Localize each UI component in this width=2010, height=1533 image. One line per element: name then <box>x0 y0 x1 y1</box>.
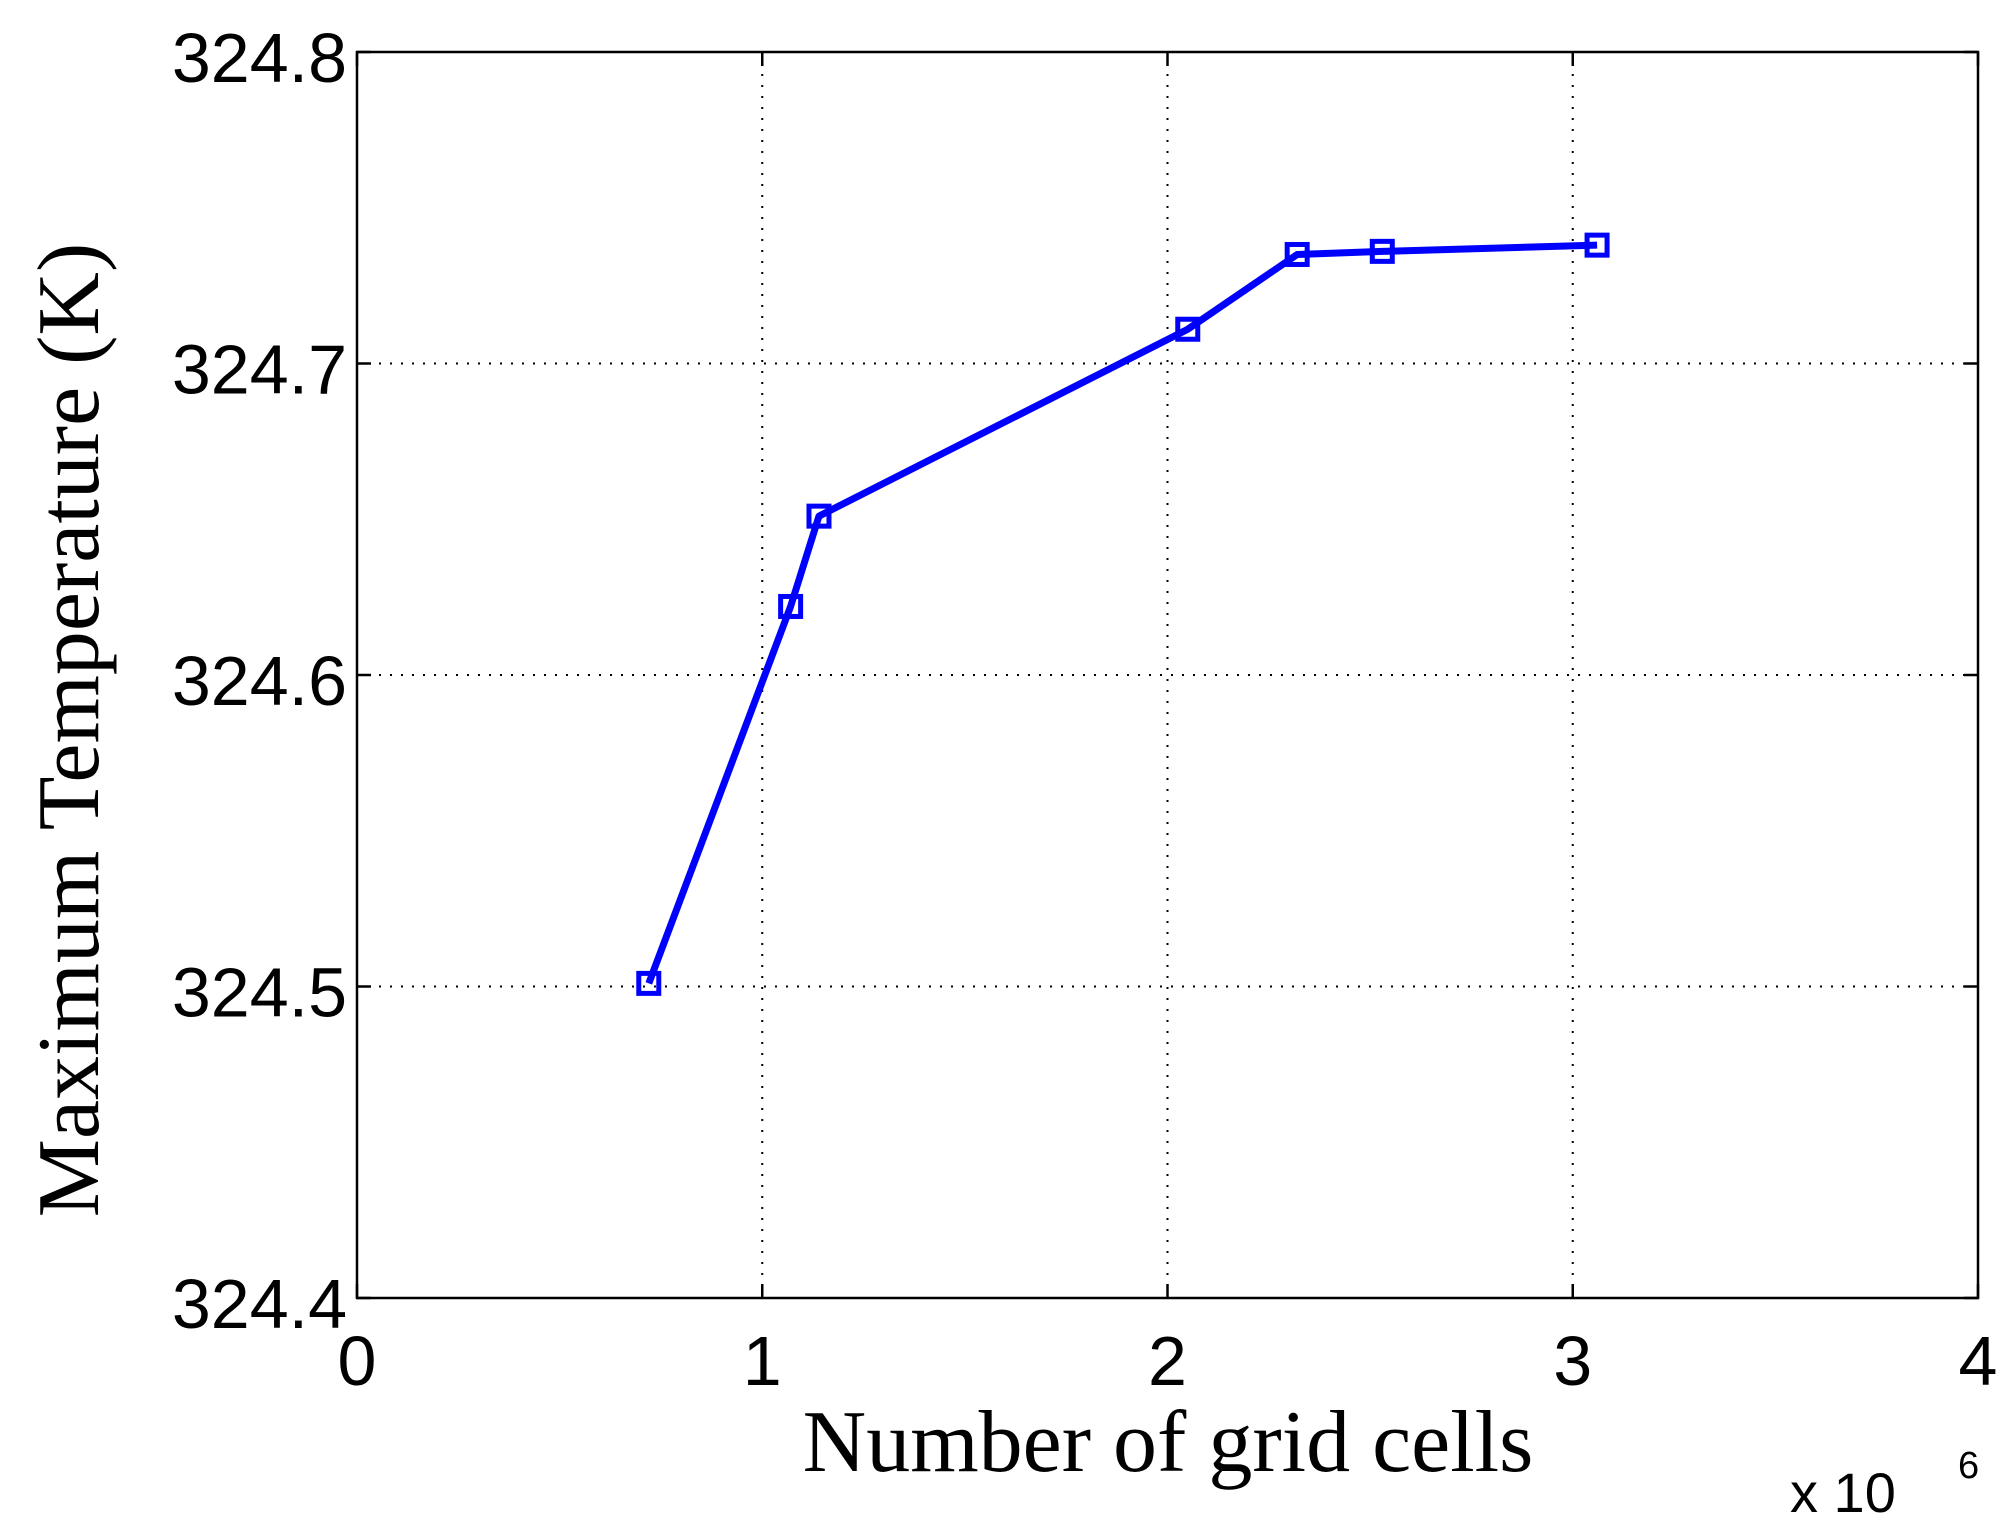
y-tick-label: 324.7 <box>172 331 347 409</box>
data-point-marker <box>806 503 832 529</box>
x-tick-label: 1 <box>743 1322 782 1400</box>
y-tick-label: 324.8 <box>172 19 347 97</box>
y-tick-label: 324.4 <box>172 1265 347 1343</box>
x-tick-label: 2 <box>1148 1322 1187 1400</box>
x-axis-label: Number of grid cells <box>803 1394 1534 1491</box>
data-point-marker <box>1584 232 1610 258</box>
tick-marks <box>355 50 1980 1300</box>
series-line <box>645 241 1598 985</box>
x-axis-multiplier: x 10 <box>1790 1461 1896 1524</box>
x-axis-multiplier-base: x 10 <box>1790 1461 1896 1524</box>
data-point-marker <box>778 593 804 619</box>
y-tick-label: 324.6 <box>172 642 347 720</box>
x-tick-label: 4 <box>1959 1322 1998 1400</box>
series-layer <box>636 232 1610 996</box>
y-axis-label: Maximum Temperature (K) <box>21 243 118 1218</box>
data-point-marker <box>1175 316 1201 342</box>
tick-labels: 0 1 2 3 4 324.4 324.5 324.6 324.7 324.8 <box>172 19 1998 1400</box>
x-axis-multiplier-exponent: 6 <box>1958 1445 1979 1487</box>
y-tick-label: 324.5 <box>172 954 347 1032</box>
data-point-marker <box>636 970 662 996</box>
x-tick-label: 0 <box>338 1322 377 1400</box>
data-point-marker <box>1284 241 1310 267</box>
x-tick-label: 3 <box>1553 1322 1592 1400</box>
data-point-marker <box>1369 238 1395 264</box>
